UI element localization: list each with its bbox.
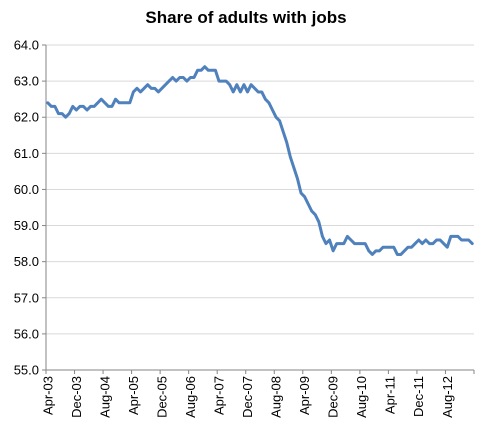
- x-tick-label-Apr-11: Apr-11: [383, 376, 398, 414]
- y-tick-label-62.0: 62.0: [14, 110, 39, 125]
- x-tick-label-Dec-07: Dec-07: [240, 376, 255, 418]
- y-tick-label-57.0: 57.0: [14, 290, 39, 305]
- x-tick-label-Dec-09: Dec-09: [326, 376, 341, 418]
- y-tick-label-55.0: 55.0: [14, 363, 39, 378]
- x-axis-ticks: Apr-03 Dec-03 Aug-04 Apr-05 Dec-05 Aug-06 Apr-…: [40, 370, 475, 418]
- y-tick-label-56.0: 56.0: [14, 326, 39, 341]
- gridlines: [46, 44, 474, 335]
- x-tick-label-Apr-07: Apr-07: [211, 376, 226, 415]
- x-tick-label-Apr-03: Apr-03: [40, 376, 55, 415]
- y-tick-label-64.0: 64.0: [14, 38, 39, 53]
- series-line-employment-share: [46, 65, 474, 256]
- x-tick-label-Dec-03: Dec-03: [69, 376, 84, 418]
- x-tick-label-Apr-09: Apr-09: [297, 376, 312, 415]
- x-tick-label-Aug-08: Aug-08: [269, 376, 284, 418]
- y-tick-label-63.0: 63.0: [14, 74, 39, 89]
- x-tick-label-Aug-06: Aug-06: [183, 376, 198, 418]
- y-tick-label-58.0: 58.0: [14, 254, 39, 269]
- y-tick-label-59.0: 59.0: [14, 218, 39, 233]
- chart-title: Share of adults with jobs: [145, 8, 346, 27]
- x-tick-label-Dec-05: Dec-05: [154, 376, 169, 418]
- y-tick-label-61.0: 61.0: [14, 146, 39, 161]
- x-tick-label-Dec-11: Dec-11: [411, 376, 426, 417]
- x-tick-label-Apr-05: Apr-05: [126, 376, 141, 415]
- x-tick-label-Aug-10: Aug-10: [354, 376, 369, 418]
- x-tick-label-Aug-04: Aug-04: [97, 376, 112, 418]
- y-tick-label-60.0: 60.0: [14, 182, 39, 197]
- x-tick-label-Aug-12: Aug-12: [440, 376, 455, 418]
- y-axis-ticks: 55.0 56.0 57.0 58.0 59.0 60.0 61.0 62.0 63.0 64.0: [14, 38, 46, 378]
